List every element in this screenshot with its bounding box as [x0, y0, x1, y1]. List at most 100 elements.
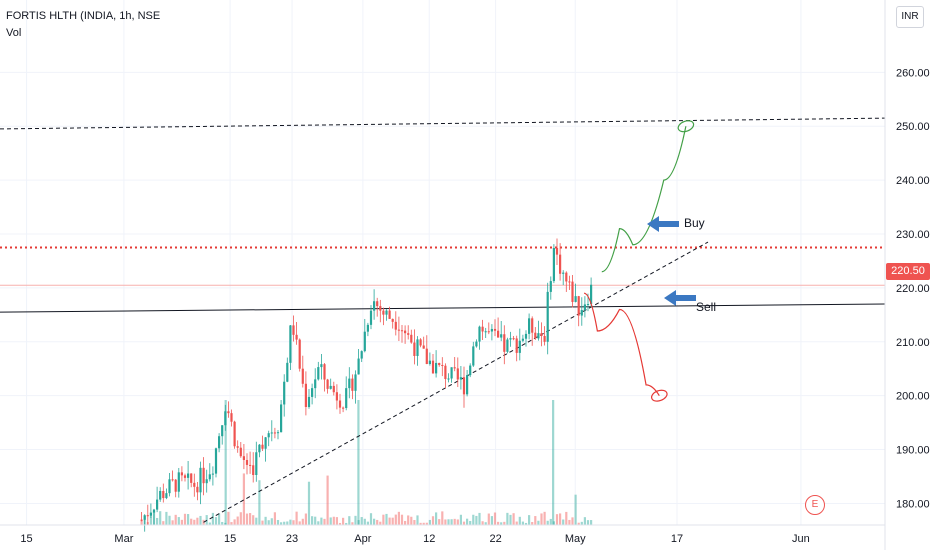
volume-bar [245, 513, 249, 525]
volume-bar [320, 517, 323, 525]
volume-bar [332, 516, 335, 525]
buy-scenario-target-mark [677, 120, 695, 133]
volume-bar [202, 519, 205, 525]
candle-body [487, 331, 490, 333]
volume-bar [546, 520, 549, 525]
volume-bar [410, 516, 413, 525]
volume-spike [357, 400, 360, 525]
volume-bar [258, 480, 261, 525]
volume-bars [140, 400, 593, 525]
volume-spike [224, 400, 227, 525]
volume-bar [273, 512, 276, 525]
arrow-head [664, 290, 676, 306]
annotation-arrows [647, 216, 696, 306]
candle-body [562, 272, 565, 274]
volume-bar [400, 514, 404, 525]
volume-indicator-label[interactable]: Vol [6, 27, 22, 39]
time-axis: 15 Mar 15 23 Apr 12 22 May 17 Jun [0, 524, 885, 545]
candle-body [348, 378, 351, 389]
candle-body [218, 436, 221, 449]
candle-body [143, 515, 146, 520]
y-tick-label: 210.00 [896, 337, 930, 349]
volume-bar [311, 516, 314, 525]
candle-body [162, 490, 165, 499]
volume-bar [453, 518, 456, 525]
candle-body [590, 284, 593, 305]
currency-button[interactable]: INR [896, 6, 924, 28]
candle-body [283, 381, 286, 405]
candle-body [221, 425, 224, 437]
volume-bar [165, 511, 168, 525]
volume-bar [298, 521, 301, 525]
volume-bar [264, 516, 267, 525]
scenario-paths [583, 120, 695, 402]
x-tick-label: 12 [423, 533, 435, 545]
volume-bar [218, 513, 221, 525]
candle-body [407, 333, 410, 335]
volume-bar [156, 517, 159, 525]
volume-bar [286, 521, 289, 525]
volume-bar [180, 519, 183, 525]
horizontal-support-line [0, 303, 886, 313]
volume-bar [413, 520, 416, 525]
volume-bar [280, 522, 283, 525]
candle-body [524, 333, 528, 339]
candle-body [258, 444, 261, 453]
volume-bar [329, 517, 332, 525]
candle-body [273, 432, 276, 434]
volume-bar [360, 517, 363, 525]
earnings-marker-icon[interactable]: E [805, 495, 825, 515]
volume-bar [559, 513, 562, 525]
candle-body [146, 515, 149, 517]
candle-body [404, 330, 407, 334]
volume-bar [459, 514, 462, 525]
volume-bar [326, 475, 329, 525]
buy-scenario-path [601, 126, 687, 273]
candle-body [447, 378, 450, 380]
candle-body [456, 368, 459, 380]
candle-body [388, 310, 391, 319]
candle-body [373, 301, 376, 311]
candle-body [363, 331, 366, 352]
candle-body [385, 310, 388, 315]
rising-trendline-line [203, 241, 709, 523]
candle-body [500, 334, 503, 338]
volume-bar [214, 517, 218, 525]
candle-body [422, 345, 425, 349]
volume-bar [565, 511, 568, 525]
y-tick-label: 220.00 [896, 283, 930, 295]
candle-body [317, 367, 320, 380]
candle-body [211, 473, 214, 475]
candle-body [577, 296, 580, 316]
volume-bar [518, 516, 521, 525]
volume-bar [475, 515, 478, 525]
candle-body [416, 339, 419, 356]
candle-body [459, 377, 462, 380]
volume-bar [419, 522, 422, 525]
volume-bar [484, 522, 487, 525]
volume-bar [236, 516, 239, 525]
x-tick-label: Apr [354, 533, 371, 545]
candle-body [555, 248, 559, 255]
candle-body [360, 351, 363, 359]
volume-bar [199, 515, 202, 525]
candle-body [174, 479, 177, 492]
candle-body [410, 334, 413, 343]
candle-body [338, 400, 342, 408]
volume-bar [255, 517, 258, 525]
volume-bar [509, 514, 512, 525]
candle-body [307, 396, 311, 407]
candle-body [472, 346, 475, 366]
volume-bar [435, 512, 438, 525]
candle-body [531, 318, 534, 333]
candle-body [484, 331, 487, 333]
volume-bar [249, 513, 252, 525]
volume-bar [252, 515, 255, 525]
volume-bar [301, 518, 304, 525]
candle-body [190, 473, 193, 483]
candle-body [152, 509, 156, 513]
last-price-tag: 220.50 [886, 263, 930, 280]
volume-bar [521, 521, 524, 525]
candle-body [435, 362, 438, 374]
